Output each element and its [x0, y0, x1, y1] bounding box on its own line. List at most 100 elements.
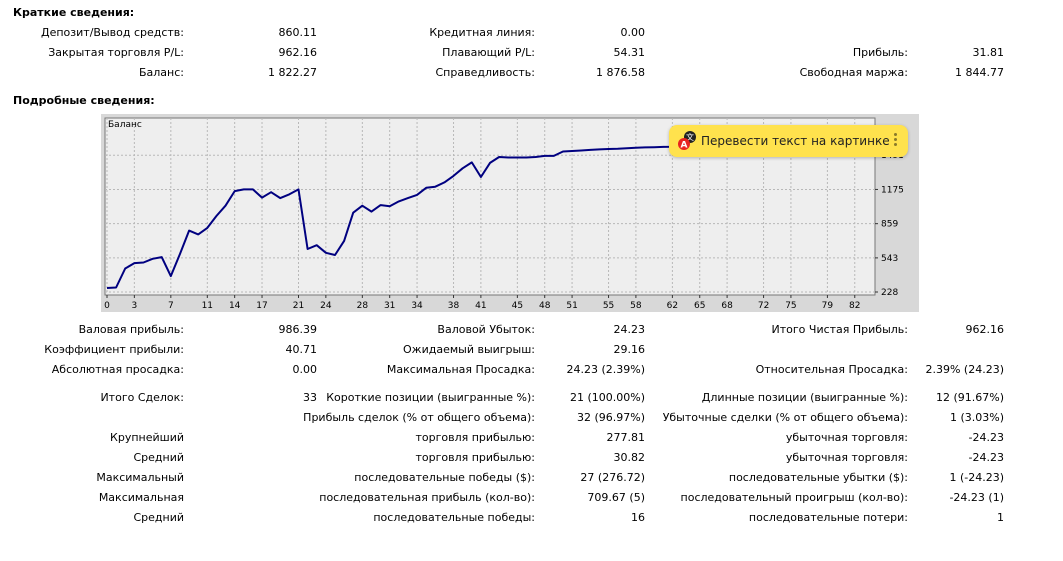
x-tick-label: 48 [539, 301, 551, 311]
summary-value: 860.11 [278, 26, 318, 39]
svg-text:文: 文 [686, 132, 694, 142]
details-mid-label: Короткие позиции (выигранные %): [326, 391, 535, 404]
details-mid-value: 27 (276.72) [580, 471, 645, 484]
summary-label: Баланс: [138, 66, 184, 79]
details-value: 986.39 [278, 323, 318, 336]
details-right-value: 12 (91.67%) [935, 391, 1004, 404]
details-row-label: Крупнейший [110, 431, 184, 444]
y-tick-label: 543 [881, 254, 898, 264]
more-vertical-icon[interactable] [894, 133, 898, 149]
x-tick-label: 82 [849, 301, 860, 311]
details-right-label: последовательные убытки ($): [728, 471, 908, 484]
summary-label: Депозит/Вывод средств: [41, 26, 184, 39]
summary-title: Краткие сведения: [13, 6, 135, 19]
details-right-label: Убыточные сделки (% от общего объема): [662, 411, 908, 424]
details-row-label: Средний [133, 511, 184, 524]
details-label: Валовая прибыль: [78, 323, 184, 336]
details-mid-value: 30.82 [613, 451, 646, 464]
summary-value: 1 876.58 [596, 66, 645, 79]
details-mid-label: последовательные победы ($): [354, 471, 535, 484]
x-tick-label: 45 [512, 301, 523, 311]
details-value: 0.00 [292, 363, 318, 376]
details-row-label: Максимальный [96, 471, 184, 484]
details-value: 40.71 [285, 343, 318, 356]
y-tick-label: 859 [881, 220, 898, 230]
translate-popup-label: Перевести текст на картинке [701, 134, 890, 148]
details-mid-value: 21 (100.00%) [569, 391, 645, 404]
details-value: 24.23 [613, 323, 646, 336]
summary-value: 962.16 [278, 46, 318, 59]
details-right-value: -24.23 [968, 431, 1004, 444]
x-tick-label: 72 [758, 301, 769, 311]
details-mid-label: Прибыль сделок (% от общего объема): [303, 411, 535, 424]
summary-label: Плавающий P/L: [442, 46, 535, 59]
details-right-value: -24.23 [968, 451, 1004, 464]
details-mid-label: последовательные победы: [373, 511, 535, 524]
details-right-value: 1 (-24.23) [949, 471, 1004, 484]
details-right-label: последовательный проигрыш (кол-во): [680, 491, 908, 504]
balance-series-line [106, 141, 755, 289]
x-tick-label: 58 [630, 301, 642, 311]
x-tick-label: 24 [320, 301, 332, 311]
details-label: Максимальная Просадка: [386, 363, 535, 376]
details-right-label: Длинные позиции (выигранные %): [701, 391, 908, 404]
details-row-label: Максимальная [98, 491, 184, 504]
summary-label: Закрытая торговля P/L: [48, 46, 184, 59]
translate-popup[interactable]: 文 A Перевести текст на картинке [669, 125, 908, 157]
y-tick-label: 1175 [881, 185, 904, 195]
summary-label: Свободная маржа: [799, 66, 908, 79]
summary-value: 54.31 [613, 46, 646, 59]
summary-value: 31.81 [972, 46, 1005, 59]
details-mid-value: 277.81 [606, 431, 646, 444]
x-tick-label: 75 [785, 301, 796, 311]
details-label: Абсолютная просадка: [51, 363, 184, 376]
details-mid-label: торговля прибылью: [415, 451, 535, 464]
x-tick-label: 62 [667, 301, 678, 311]
details-label: Коэффициент прибыли: [44, 343, 184, 356]
translate-icon: 文 A [678, 131, 696, 151]
x-tick-label: 55 [603, 301, 614, 311]
summary-value: 1 844.77 [955, 66, 1004, 79]
x-tick-label: 17 [256, 301, 267, 311]
details-value: 29.16 [613, 343, 646, 356]
x-tick-label: 0 [104, 301, 110, 311]
x-tick-label: 41 [475, 301, 486, 311]
x-tick-label: 31 [384, 301, 395, 311]
details-mid-value: 709.67 (5) [587, 491, 645, 504]
x-tick-label: 38 [448, 301, 460, 311]
summary-value: 1 822.27 [268, 66, 317, 79]
details-right-value: 1 (3.03%) [949, 411, 1004, 424]
details-label: Итого Чистая Прибыль: [771, 323, 908, 336]
x-tick-label: 79 [822, 301, 834, 311]
summary-value: 0.00 [620, 26, 646, 39]
details-title: Подробные сведения: [13, 94, 155, 107]
x-tick-label: 3 [131, 301, 137, 311]
summary-label: Справедливость: [435, 66, 536, 79]
details-right-value: -24.23 (1) [949, 491, 1004, 504]
svg-text:A: A [681, 141, 688, 151]
x-tick-label: 28 [357, 301, 369, 311]
x-tick-label: 65 [694, 301, 705, 311]
details-right-label: последовательные потери: [748, 511, 908, 524]
details-mid-label: последовательная прибыль (кол-во): [319, 491, 535, 504]
y-tick-label: 228 [881, 288, 898, 298]
summary-label: Кредитная линия: [429, 26, 535, 39]
x-tick-label: 7 [168, 301, 174, 311]
details-label: Валовой Убыток: [437, 323, 535, 336]
x-tick-label: 21 [293, 301, 304, 311]
details-label: Ожидаемый выигрыш: [403, 343, 535, 356]
details-row-label: Итого Сделок: [100, 391, 184, 404]
details-value: 24.23 (2.39%) [566, 363, 645, 376]
details-mid-value: 32 (96.97%) [576, 411, 645, 424]
details-right-value: 1 [997, 511, 1004, 524]
details-value: 2.39% (24.23) [925, 363, 1004, 376]
x-tick-label: 34 [411, 301, 423, 311]
details-value: 962.16 [965, 323, 1005, 336]
details-row-value: 33 [303, 391, 317, 404]
details-row-label: Средний [133, 451, 184, 464]
details-right-label: убыточная торговля: [785, 431, 908, 444]
x-tick-label: 51 [566, 301, 577, 311]
details-right-label: убыточная торговля: [785, 451, 908, 464]
x-tick-label: 14 [229, 301, 241, 311]
chart-title: Баланс [108, 120, 142, 130]
